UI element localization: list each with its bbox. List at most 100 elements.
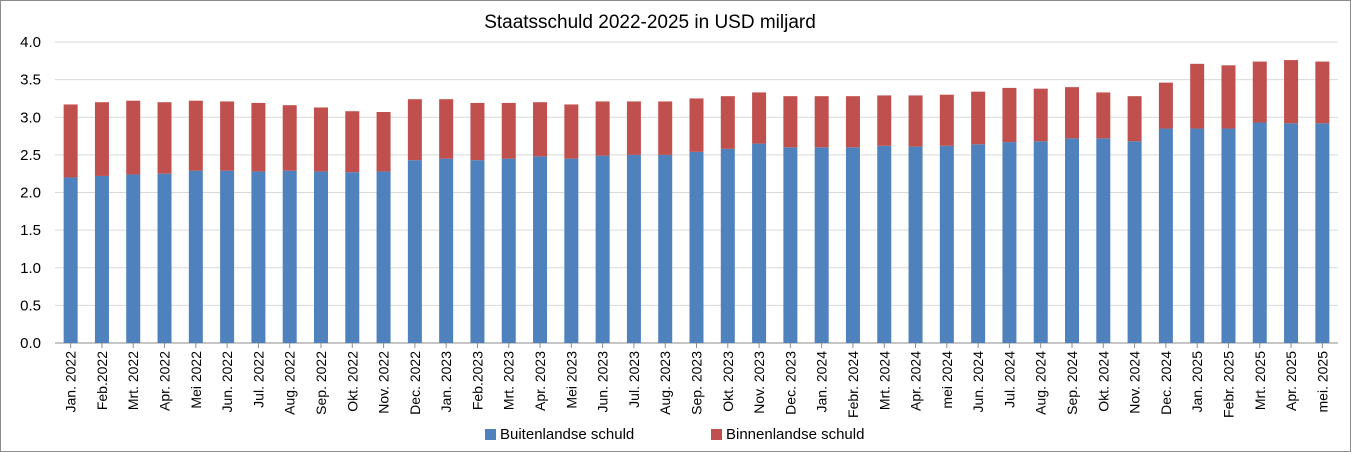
- bar-buitenlandse-schuld: [1033, 141, 1048, 343]
- y-tick-label: 3.0: [20, 109, 41, 126]
- legend-label-binnenlandse-schuld: Binnenlandse schuld: [726, 426, 864, 443]
- chart-title: Staatsschuld 2022-2025 in USD miljard: [484, 12, 816, 33]
- x-tick-label: Jul. 2022: [250, 351, 266, 408]
- bar-buitenlandse-schuld: [501, 158, 516, 343]
- x-tick-label: Okt. 2024: [1095, 351, 1111, 412]
- bar-buitenlandse-schuld: [282, 170, 297, 343]
- bar-binnenlandse-schuld: [1002, 87, 1017, 143]
- x-tick-label: Jan. 2025: [1189, 351, 1205, 413]
- x-tick-label: Nov. 2022: [376, 351, 392, 414]
- x-tick-label: Feb.2023: [469, 351, 485, 410]
- legend-label-buitenlandse-schuld: Buitenlandse schuld: [500, 426, 634, 443]
- x-tick-label: Jun. 2024: [970, 351, 986, 413]
- bar-buitenlandse-schuld: [1315, 123, 1330, 344]
- y-tick-label: 1.0: [20, 260, 41, 277]
- bar-binnenlandse-schuld: [407, 99, 422, 161]
- x-tick-label: Mei 2023: [563, 351, 579, 409]
- bar-buitenlandse-schuld: [1002, 142, 1017, 343]
- x-tick-label: Okt. 2023: [720, 351, 736, 412]
- bar-buitenlandse-schuld: [752, 143, 767, 343]
- bar-buitenlandse-schuld: [939, 145, 954, 343]
- bar-buitenlandse-schuld: [94, 175, 109, 343]
- bar-buitenlandse-schuld: [689, 151, 704, 343]
- bar-buitenlandse-schuld: [533, 156, 548, 343]
- bar-binnenlandse-schuld: [63, 104, 78, 178]
- bar-binnenlandse-schuld: [1158, 82, 1173, 129]
- bar-buitenlandse-schuld: [720, 148, 735, 343]
- x-tick-label: Febr. 2025: [1220, 351, 1236, 418]
- bar-binnenlandse-schuld: [689, 98, 704, 152]
- bar-buitenlandse-schuld: [1065, 138, 1080, 343]
- bar-binnenlandse-schuld: [376, 111, 391, 172]
- bar-binnenlandse-schuld: [595, 101, 610, 156]
- x-tick-label: Dec. 2022: [407, 351, 423, 415]
- x-tick-label: Apr. 2024: [908, 351, 924, 411]
- bar-binnenlandse-schuld: [126, 100, 141, 175]
- x-tick-label: Apr. 2023: [532, 351, 548, 411]
- bar-binnenlandse-schuld: [908, 95, 923, 147]
- x-tick-label: mei 2024: [939, 351, 955, 409]
- y-tick-label: 1.5: [20, 222, 41, 239]
- y-tick-label: 2.0: [20, 185, 41, 202]
- bar-binnenlandse-schuld: [251, 102, 266, 172]
- bar-buitenlandse-schuld: [626, 154, 641, 343]
- x-tick-label: Aug. 2023: [657, 351, 673, 415]
- y-tick-label: 2.5: [20, 147, 41, 164]
- x-tick-label: Mrt. 2024: [876, 351, 892, 410]
- bar-buitenlandse-schuld: [877, 145, 892, 343]
- y-tick-label: 4.0: [20, 34, 41, 51]
- bar-buitenlandse-schuld: [407, 160, 422, 343]
- bar-binnenlandse-schuld: [814, 96, 829, 148]
- bar-binnenlandse-schuld: [1190, 63, 1205, 129]
- bar-binnenlandse-schuld: [1284, 60, 1299, 124]
- bar-binnenlandse-schuld: [94, 102, 109, 176]
- bar-binnenlandse-schuld: [939, 94, 954, 146]
- bar-buitenlandse-schuld: [313, 171, 328, 343]
- x-tick-label: Apr. 2022: [157, 351, 173, 411]
- bar-binnenlandse-schuld: [845, 96, 860, 148]
- x-tick-label: Dec. 2024: [1158, 351, 1174, 415]
- bar-binnenlandse-schuld: [1096, 92, 1111, 139]
- x-tick-label: Sep. 2022: [313, 351, 329, 415]
- x-tick-label: Jan. 2022: [63, 351, 79, 413]
- bar-buitenlandse-schuld: [345, 172, 360, 343]
- bar-binnenlandse-schuld: [157, 102, 172, 174]
- bar-binnenlandse-schuld: [564, 104, 579, 159]
- bar-binnenlandse-schuld: [1315, 61, 1330, 124]
- bar-binnenlandse-schuld: [1221, 65, 1236, 129]
- x-tick-label: Okt. 2022: [344, 351, 360, 412]
- bar-binnenlandse-schuld: [877, 95, 892, 146]
- bar-buitenlandse-schuld: [439, 158, 454, 343]
- x-tick-label: Feb.2022: [94, 351, 110, 410]
- bar-binnenlandse-schuld: [345, 111, 360, 173]
- x-tick-label: Dec. 2023: [782, 351, 798, 415]
- x-tick-label: Apr. 2025: [1283, 351, 1299, 411]
- bar-buitenlandse-schuld: [1127, 141, 1142, 343]
- bar-buitenlandse-schuld: [783, 147, 798, 343]
- bar-binnenlandse-schuld: [971, 91, 986, 145]
- legend-swatch-binnenlandse-schuld: [711, 429, 722, 440]
- bar-binnenlandse-schuld: [439, 99, 454, 159]
- bar-series: [63, 60, 1330, 344]
- bar-buitenlandse-schuld: [1221, 128, 1236, 343]
- bar-binnenlandse-schuld: [783, 96, 798, 148]
- bar-buitenlandse-schuld: [1158, 128, 1173, 343]
- x-tick-label: Mrt. 2023: [501, 351, 517, 410]
- y-axis-tick-labels: 0.0 0.5 1.0 1.5 2.0 2.5 3.0 3.5 4.0: [20, 34, 41, 352]
- bar-binnenlandse-schuld: [470, 102, 485, 161]
- x-tick-label: Aug. 2024: [1033, 351, 1049, 415]
- bar-buitenlandse-schuld: [188, 170, 203, 343]
- x-tick-label: Jul. 2024: [1001, 351, 1017, 408]
- bar-buitenlandse-schuld: [564, 158, 579, 343]
- x-tick-label: Jul. 2023: [626, 351, 642, 408]
- bar-binnenlandse-schuld: [752, 92, 767, 144]
- bar-buitenlandse-schuld: [1284, 123, 1299, 344]
- bar-binnenlandse-schuld: [1252, 61, 1267, 123]
- x-tick-label: Mei 2022: [188, 351, 204, 409]
- bar-buitenlandse-schuld: [470, 160, 485, 343]
- bar-binnenlandse-schuld: [313, 107, 328, 172]
- bar-binnenlandse-schuld: [533, 102, 548, 157]
- bar-buitenlandse-schuld: [1190, 128, 1205, 343]
- x-tick-label: Mrt. 2025: [1252, 351, 1268, 410]
- bar-binnenlandse-schuld: [1127, 96, 1142, 142]
